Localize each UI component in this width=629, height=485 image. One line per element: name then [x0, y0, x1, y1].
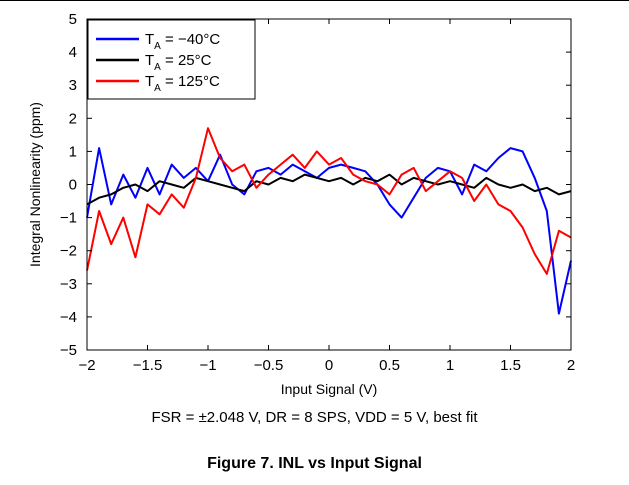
y-axis-label: Integral Nonlinearity (ppm): [27, 102, 43, 267]
x-tick-label: 2: [567, 357, 575, 374]
legend-label-0: TA = −40°C: [145, 31, 220, 52]
x-tick-label: −1: [199, 357, 216, 374]
x-axis-label: Input Signal (V): [281, 381, 378, 397]
x-tick-label: 0: [325, 357, 333, 374]
legend: TA = −40°CTA = 25°CTA = 125°C: [87, 19, 256, 100]
y-tick-label: 3: [69, 77, 77, 94]
series-line-1: [86, 173, 572, 206]
y-tick-label: 2: [69, 110, 77, 127]
y-tick-label: 0: [69, 177, 77, 194]
y-tick-label: −5: [60, 342, 77, 359]
y-tick-label: 4: [69, 44, 77, 61]
x-tick-label: 1: [446, 357, 454, 374]
x-tick-label: 0.5: [379, 357, 400, 374]
x-tick-label: −1.5: [133, 357, 163, 374]
y-tick-label: 1: [69, 143, 77, 160]
series-line-2: [86, 127, 572, 275]
figure-caption: Figure 7. INL vs Input Signal: [207, 455, 422, 472]
y-tick-label: −2: [60, 243, 77, 260]
x-tick-label: −0.5: [254, 357, 284, 374]
chart-marks: [86, 127, 572, 315]
chart-conditions-note: FSR = ±2.048 V, DR = 8 SPS, VDD = 5 V, b…: [151, 409, 478, 426]
x-tick-label: −2: [78, 357, 95, 374]
y-tick-label: −1: [60, 210, 77, 227]
axis-ticks: −2 −1.5 −1 −0.5 0 0.5 1 1.5 2 −5 −4 −3 −2 −1 0 1 2 3 4 5: [60, 11, 575, 374]
series-line-0: [86, 147, 572, 315]
y-tick-label: 5: [69, 11, 77, 28]
x-tick-label: 1.5: [500, 357, 521, 374]
y-tick-label: −3: [60, 276, 77, 293]
inl-chart: −2 −1.5 −1 −0.5 0 0.5 1 1.5 2 −5 −4 −3 −2 −1 0 1 2 3 4 5 In…: [27, 11, 575, 397]
legend-label-2: TA = 125°C: [145, 73, 220, 94]
y-tick-label: −4: [60, 309, 77, 326]
top-rule: [0, 0, 629, 1]
legend-label-1: TA = 25°C: [145, 52, 212, 73]
